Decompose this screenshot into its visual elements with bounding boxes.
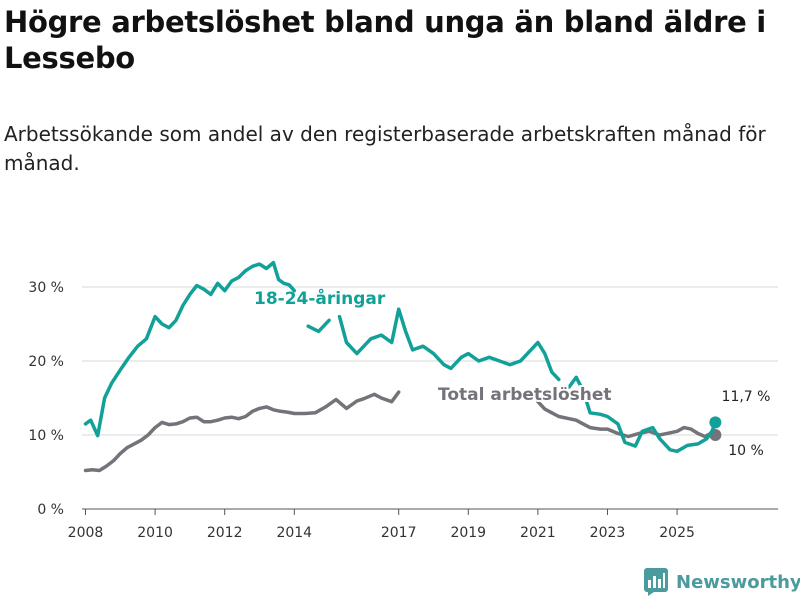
brand-name: Newsworthy: [676, 571, 800, 593]
newsworthy-logo-icon: [644, 568, 668, 596]
y-tick-label: 30 %: [28, 280, 64, 296]
chart-title: Högre arbetslöshet bland unga än bland ä…: [4, 5, 766, 75]
total-end-value-label: 10 %: [728, 443, 764, 459]
x-tick-label: 2019: [450, 525, 486, 541]
chart-subtitle: Arbetssökande som andel av den registerb…: [4, 122, 766, 175]
youth-series-line: [83, 260, 718, 454]
youth-end-value-label: 11,7 %: [722, 389, 771, 405]
x-tick-label: 2021: [520, 525, 556, 541]
youth-end-point: [709, 416, 722, 429]
series-labels: 18-24-åringar Total arbetslöshet 11,7 % 10 …: [254, 287, 770, 459]
x-tick-label: 2012: [207, 525, 243, 541]
series-lines: [83, 260, 722, 473]
y-tick-label: 10 %: [28, 428, 64, 444]
x-tick-label: 2025: [659, 525, 695, 541]
y-tick-label: 20 %: [28, 354, 64, 370]
total-series-line: [83, 390, 718, 473]
total-series-label: Total arbetslöshet: [438, 385, 612, 405]
x-tick-label: 2023: [590, 525, 626, 541]
brand-logo: Newsworthy: [644, 568, 800, 596]
gridlines: [82, 286, 778, 510]
x-tick-label: 2014: [276, 525, 312, 541]
x-tick-label: 2010: [137, 525, 173, 541]
y-tick-label: 0 %: [37, 502, 64, 518]
x-tick-label: 2017: [381, 525, 417, 541]
x-tick-label: 2008: [68, 525, 104, 541]
axes: 0 % 10 % 20 % 30 % 2008 2010 2012 2014 2017 2019 2…: [28, 280, 694, 541]
youth-series-label: 18-24-åringar: [254, 287, 386, 309]
